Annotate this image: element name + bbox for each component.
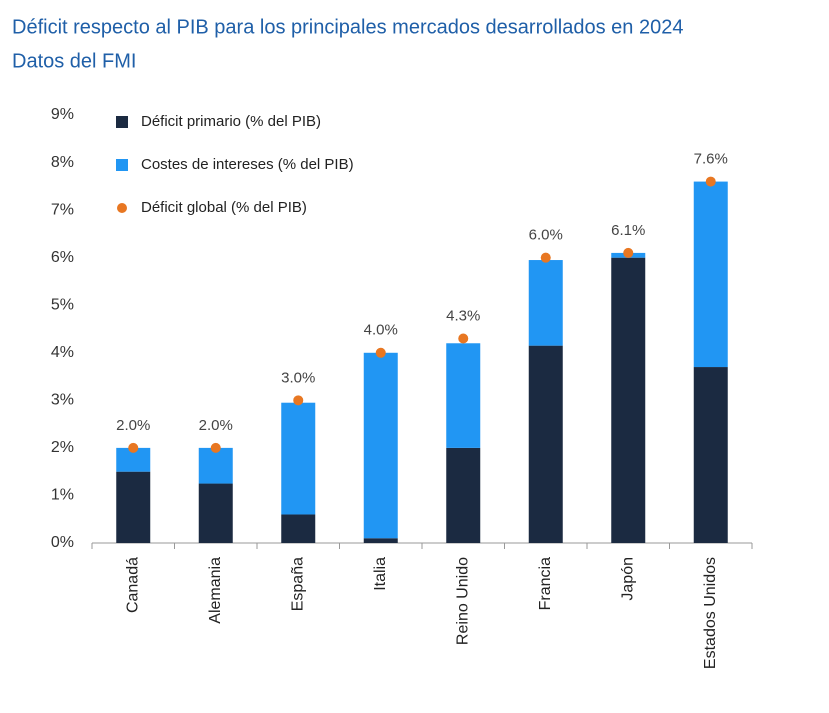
- bar-segment: [363, 538, 398, 543]
- data-label: 3.0%: [281, 369, 315, 386]
- x-tick-label: Reino Unido: [454, 557, 471, 645]
- total-dot: [375, 347, 386, 358]
- y-tick-label: 1%: [51, 487, 74, 504]
- total-dot: [540, 252, 551, 263]
- bar-segment: [528, 260, 563, 346]
- bar-segment: [528, 345, 563, 543]
- legend-swatch: [117, 203, 127, 213]
- chart-title: Déficit respecto al PIB para los princip…: [12, 16, 683, 38]
- y-tick-label: 2%: [51, 439, 74, 456]
- bar-segment: [363, 352, 398, 539]
- y-tick-label: 4%: [51, 344, 74, 361]
- y-tick-label: 5%: [51, 296, 74, 313]
- bar-segment: [198, 483, 233, 543]
- bar-segment: [116, 471, 151, 543]
- y-tick-label: 7%: [51, 201, 74, 218]
- data-label: 2.0%: [116, 417, 150, 434]
- total-dot: [210, 442, 221, 453]
- data-label: 4.0%: [364, 322, 398, 339]
- bar-segment: [446, 447, 481, 543]
- bar-segment: [611, 257, 646, 543]
- legend-swatch: [116, 159, 128, 171]
- bar-segment: [281, 402, 316, 515]
- legend-label: Déficit primario (% del PIB): [141, 113, 321, 130]
- data-label: 6.0%: [529, 227, 563, 244]
- data-label: 7.6%: [694, 151, 728, 168]
- bar-segment: [693, 367, 728, 543]
- x-tick-label: España: [289, 557, 306, 611]
- total-dot: [458, 333, 469, 344]
- y-tick-label: 9%: [51, 106, 74, 123]
- legend-label: Déficit global (% del PIB): [141, 199, 307, 216]
- bar-segment: [281, 514, 316, 543]
- legend-swatch: [116, 116, 128, 128]
- total-dot: [128, 442, 139, 453]
- data-label: 4.3%: [446, 307, 480, 324]
- x-tick-label: Italia: [372, 557, 389, 591]
- bar-segment: [198, 447, 233, 484]
- x-tick-label: Canadá: [124, 557, 141, 613]
- legend-label: Costes de intereses (% del PIB): [141, 156, 354, 173]
- x-tick-label: Francia: [537, 557, 554, 610]
- total-dot: [705, 176, 716, 187]
- total-dot: [623, 247, 634, 258]
- data-label: 6.1%: [611, 222, 645, 239]
- bar-segment: [446, 343, 481, 448]
- x-tick-label: Japón: [619, 557, 636, 601]
- y-tick-label: 3%: [51, 392, 74, 409]
- bar-segment: [116, 447, 151, 472]
- x-tick-label: Estados Unidos: [702, 557, 719, 669]
- bar-segment: [693, 181, 728, 368]
- x-tick-label: Alemania: [207, 557, 224, 624]
- data-label: 2.0%: [199, 417, 233, 434]
- y-tick-label: 8%: [51, 154, 74, 171]
- y-tick-label: 0%: [51, 534, 74, 551]
- y-tick-label: 6%: [51, 249, 74, 266]
- chart-subtitle: Datos del FMI: [12, 50, 136, 72]
- total-dot: [293, 395, 304, 406]
